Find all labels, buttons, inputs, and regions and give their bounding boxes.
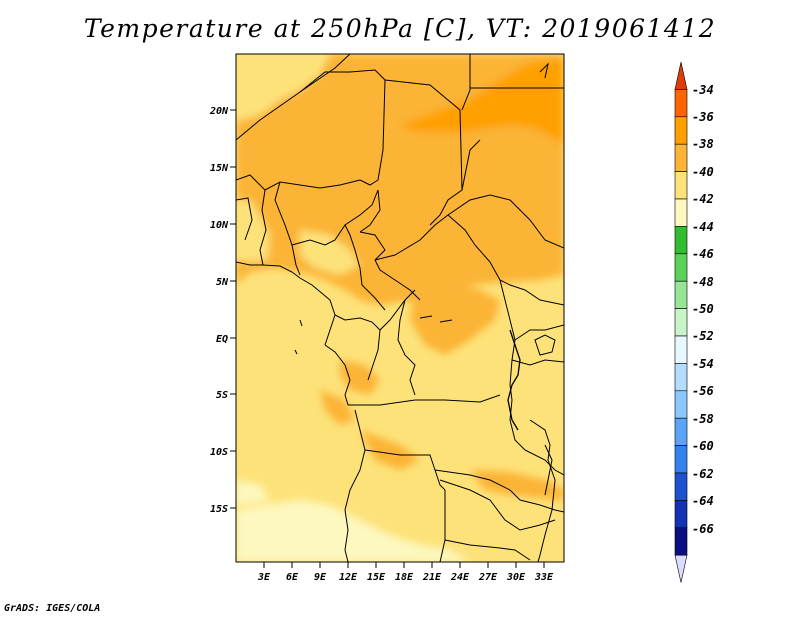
legend-level: -46: [692, 247, 714, 261]
lon-label: 33E: [534, 572, 554, 583]
color-bar-segment: [674, 363, 688, 392]
longitude-axis: [263, 562, 545, 568]
lat-label: 5N: [216, 277, 229, 288]
color-bar-segment: [674, 390, 688, 419]
lon-label: 6E: [286, 572, 299, 583]
lat-label: 10N: [210, 220, 229, 231]
color-bar-labels: -34 -36 -38 -40 -42 -44 -46 -48 -50 -52 …: [692, 83, 714, 536]
color-bar-segment: [674, 554, 688, 583]
legend-level: -58: [692, 412, 714, 426]
map-frame: [235, 53, 565, 563]
legend-level: -40: [692, 165, 714, 179]
legend-level: -36: [692, 110, 714, 124]
legend-level: -64: [692, 494, 714, 508]
lon-label: 21E: [422, 572, 442, 583]
color-bar-segment: [674, 472, 688, 501]
color-bar: [674, 61, 688, 583]
map-title: Temperature at 250hPa [C], VT: 201906141…: [83, 14, 717, 43]
lon-label: 3E: [257, 572, 271, 583]
lat-label: EQ: [216, 334, 228, 345]
legend-level: -54: [692, 357, 714, 371]
color-bar-segment: [674, 89, 688, 118]
color-bar-segment: [674, 335, 688, 364]
color-bar-segment: [674, 280, 688, 309]
country-boundaries: [236, 54, 564, 562]
legend-level: -34: [692, 83, 714, 97]
lat-label: 10S: [210, 447, 228, 458]
legend-level: -66: [692, 522, 714, 536]
legend-level: -56: [692, 384, 714, 398]
color-bar-segment: [674, 116, 688, 145]
lon-label: 18E: [395, 572, 414, 583]
lat-label: 15S: [210, 504, 228, 515]
color-bar-segment: [674, 308, 688, 337]
lat-label: 5S: [216, 390, 228, 401]
legend-level: -44: [692, 220, 714, 234]
legend-level: -48: [692, 275, 714, 289]
color-bar-segment: [674, 226, 688, 255]
grads-credit: GrADS: IGES/COLA: [4, 603, 101, 614]
color-bar-segment: [674, 417, 688, 446]
lon-label: 30E: [506, 572, 526, 583]
legend-level: -50: [692, 302, 714, 316]
lon-label: 27E: [478, 572, 498, 583]
color-bar-segment: [674, 198, 688, 227]
lat-label: 15N: [210, 163, 229, 174]
color-bar-segment: [674, 445, 688, 474]
lon-label: 9E: [314, 572, 327, 583]
latitude-axis: [230, 109, 236, 509]
lon-label: 12E: [339, 572, 358, 583]
color-bar-segment: [674, 61, 688, 90]
color-bar-segment: [674, 171, 688, 200]
color-bar-segment: [674, 500, 688, 529]
legend-level: -62: [692, 467, 714, 481]
color-bar-segment: [674, 143, 688, 172]
legend-level: -42: [692, 192, 714, 206]
color-bar-segment: [674, 527, 688, 556]
lat-label: 20N: [209, 106, 229, 117]
legend-level: -60: [692, 439, 714, 453]
lon-label: 24E: [450, 572, 470, 583]
legend-level: -52: [692, 329, 714, 343]
color-bar-segment: [674, 253, 688, 282]
legend-level: -38: [692, 137, 714, 151]
lon-label: 15E: [367, 572, 386, 583]
temperature-field: [236, 54, 564, 562]
